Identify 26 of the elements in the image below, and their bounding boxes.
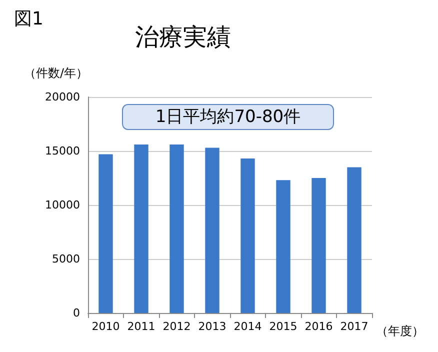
bar <box>98 154 113 313</box>
x-tick-label: 2011 <box>127 320 156 333</box>
y-tick-label: 5000 <box>52 252 80 266</box>
bar <box>170 144 184 313</box>
x-tick-label: 2013 <box>198 320 226 333</box>
y-tick-label: 15000 <box>45 144 80 158</box>
bar <box>240 158 255 313</box>
chart-subtitle: 図1 <box>14 8 44 30</box>
y-tick-label: 10000 <box>45 198 80 212</box>
bar <box>347 167 362 313</box>
bar <box>312 178 326 313</box>
bar <box>134 144 148 313</box>
x-tick-label: 2010 <box>92 320 120 333</box>
y-tick-label: 20000 <box>45 90 80 104</box>
x-axis-title: （年度） <box>376 324 424 338</box>
x-tick-label: 2016 <box>304 320 333 333</box>
x-tick-label: 2015 <box>269 320 298 333</box>
callout-box: 1日平均約70-80件 <box>122 104 334 130</box>
x-tick-label: 2014 <box>234 320 262 333</box>
x-tick-label: 2012 <box>162 320 191 333</box>
chart-title: 治療実績 <box>135 23 231 51</box>
bar <box>205 148 220 313</box>
y-axis-title: （件数/年） <box>24 66 88 80</box>
y-tick-label: 0 <box>73 306 80 320</box>
x-tick-label: 2017 <box>340 320 368 333</box>
bar <box>276 180 290 313</box>
